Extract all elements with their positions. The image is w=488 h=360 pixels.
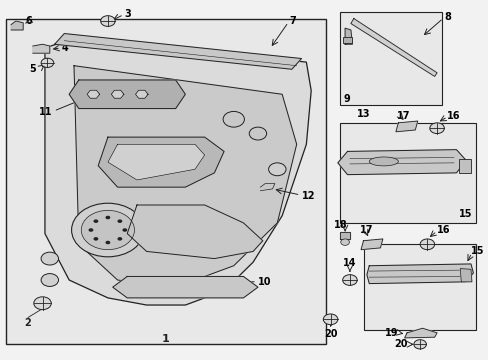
Polygon shape [87,90,100,98]
Polygon shape [345,28,352,44]
Circle shape [81,210,134,249]
Polygon shape [395,121,417,132]
Circle shape [41,274,59,287]
Text: 16: 16 [436,225,449,235]
Bar [343,37,351,43]
Text: 20: 20 [323,329,337,339]
Circle shape [105,241,110,244]
Text: 13: 13 [356,109,370,119]
Text: 8: 8 [444,13,450,22]
Text: 17: 17 [397,111,410,121]
Circle shape [122,228,127,232]
Text: 3: 3 [124,9,131,19]
Polygon shape [135,90,148,98]
Text: 15: 15 [470,247,484,256]
Text: 18: 18 [333,220,346,230]
Text: 6: 6 [25,16,32,26]
Circle shape [101,16,115,26]
Text: 5: 5 [29,64,36,74]
Polygon shape [11,21,23,30]
Circle shape [93,219,98,223]
Polygon shape [55,33,301,69]
Polygon shape [33,44,50,53]
Text: 15: 15 [458,209,471,219]
Circle shape [34,297,51,310]
Polygon shape [45,37,310,305]
Polygon shape [113,276,258,298]
Text: 19: 19 [384,328,398,338]
Circle shape [268,163,285,176]
Circle shape [223,111,244,127]
Text: 11: 11 [39,107,52,117]
Polygon shape [127,205,262,258]
Text: 7: 7 [289,16,296,26]
Text: 9: 9 [343,94,350,104]
Circle shape [117,219,122,223]
Text: 12: 12 [301,191,314,201]
Polygon shape [350,18,436,76]
Polygon shape [340,232,349,239]
Circle shape [429,123,444,134]
Bar [340,12,441,105]
Circle shape [93,237,98,240]
Circle shape [342,275,356,285]
Text: 16: 16 [447,111,460,121]
Circle shape [419,239,434,249]
Polygon shape [459,269,471,282]
Bar [340,123,475,223]
Circle shape [340,239,349,246]
Text: 4: 4 [62,43,68,53]
Text: 14: 14 [343,257,356,267]
Text: 2: 2 [24,318,31,328]
Polygon shape [337,150,465,175]
Polygon shape [260,184,274,191]
Bar [6,19,325,344]
Circle shape [41,58,54,67]
Circle shape [41,252,59,265]
Text: 1: 1 [162,334,169,344]
Text: 17: 17 [359,225,372,235]
Polygon shape [111,90,123,98]
Bar [458,158,470,173]
Ellipse shape [368,157,398,166]
Text: 20: 20 [394,339,407,349]
Circle shape [105,216,110,219]
Bar [364,244,475,330]
Circle shape [249,127,266,140]
Polygon shape [360,239,382,249]
Polygon shape [74,66,296,287]
Circle shape [71,203,144,257]
Circle shape [413,340,426,349]
Circle shape [323,314,337,325]
Circle shape [88,228,93,232]
Polygon shape [366,264,472,284]
Polygon shape [108,144,204,180]
Polygon shape [98,137,224,187]
Circle shape [117,237,122,240]
Text: 10: 10 [258,277,271,287]
Polygon shape [404,328,436,338]
Polygon shape [69,80,185,109]
